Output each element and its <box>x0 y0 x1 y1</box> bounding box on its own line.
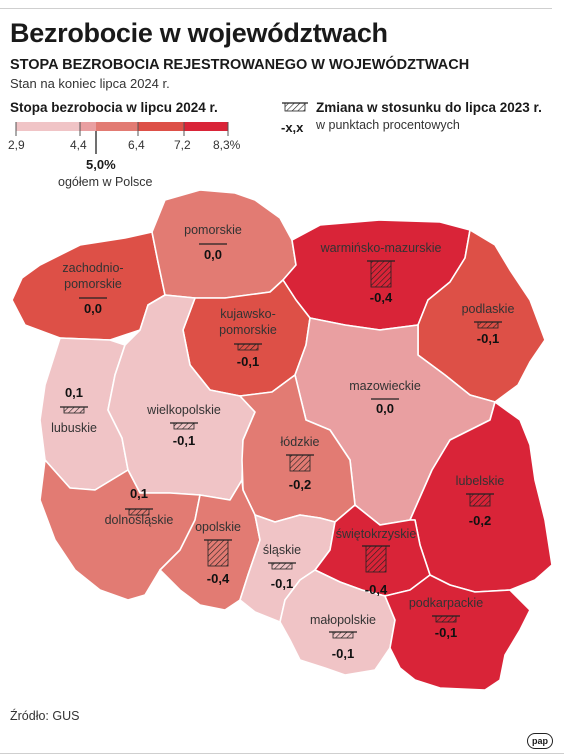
region-15 <box>384 574 531 691</box>
region-name-15: podkarpackie <box>409 596 483 610</box>
change-bar-12 <box>271 562 293 570</box>
region-name-1: pomorskie <box>184 223 242 237</box>
legend-tick-4: 7,2 <box>174 138 191 152</box>
change-bar-5 <box>63 406 85 414</box>
region-name-9: lubelskie <box>456 474 505 488</box>
average-value: 5,0% <box>86 157 116 172</box>
pap-logo: pap <box>527 733 553 749</box>
legend-tick-3: 6,4 <box>128 138 145 152</box>
change-value-11: -0,4 <box>207 571 230 586</box>
subtitle: STOPA BEZROBOCIA REJESTROWANEGO W WOJEWÓ… <box>10 57 470 73</box>
top-rule <box>0 8 552 9</box>
legend-title: Stopa bezrobocia w lipcu 2024 r. <box>10 100 218 115</box>
legend-swatch-2 <box>80 122 96 131</box>
region-name-4: kujawsko- <box>220 307 276 321</box>
change-legend-unit: w punktach procentowych <box>316 118 460 132</box>
change-value-7: 0,0 <box>376 401 394 416</box>
region-name-11: opolskie <box>195 520 241 534</box>
region-name-6: wielkopolskie <box>146 403 221 417</box>
region-name-3: podlaskie <box>462 302 515 316</box>
change-value-4: -0,1 <box>237 354 259 369</box>
region-name-4-line2: pomorskie <box>219 323 277 337</box>
change-bar-13 <box>365 545 387 573</box>
change-value-15: -0,1 <box>435 625 457 640</box>
region-name-0: zachodnio- <box>62 261 123 275</box>
change-value-6: -0,1 <box>173 433 195 448</box>
change-bar-6 <box>173 422 195 430</box>
color-scale-legend: 2,9 4,4 6,4 7,2 8,3% <box>8 122 241 154</box>
legend-swatch-1 <box>16 122 80 131</box>
change-value-2: -0,4 <box>370 290 393 305</box>
region-name-14: małopolskie <box>310 613 376 627</box>
change-legend-bar-icon <box>282 102 308 112</box>
date-note: Stan na koniec lipca 2024 r. <box>10 76 170 91</box>
change-legend-title: Zmiana w stosunku do lipca 2023 r. <box>316 100 542 115</box>
change-value-0: 0,0 <box>84 301 102 316</box>
bottom-rule <box>0 753 564 754</box>
region-name-0-line2: pomorskie <box>64 277 122 291</box>
region-name-7: mazowieckie <box>349 379 421 393</box>
change-value-12: -0,1 <box>271 576 293 591</box>
legend-swatch-5 <box>184 122 228 131</box>
region-name-10: dolnośląskie <box>105 513 174 527</box>
change-bar-14 <box>332 631 354 639</box>
region-name-12: śląskie <box>263 543 301 557</box>
region-name-2: warmińsko-mazurskie <box>320 241 442 255</box>
change-value-5: 0,1 <box>65 385 83 400</box>
page-title: Bezrobocie w województwach <box>10 18 388 48</box>
change-bar-11 <box>207 539 229 567</box>
change-value-3: -0,1 <box>477 331 499 346</box>
change-bar-10 <box>128 508 150 516</box>
change-bar-15 <box>435 615 457 623</box>
change-legend-sample: -x,x <box>281 120 304 135</box>
region-name-8: łódzkie <box>281 435 320 449</box>
legend-tick-1: 2,9 <box>8 138 25 152</box>
legend-swatch-4 <box>138 122 184 131</box>
region-name-13: świętokrzyskie <box>336 527 417 541</box>
change-bar-9 <box>469 493 491 507</box>
change-bar-2 <box>370 260 392 288</box>
change-value-9: -0,2 <box>469 513 491 528</box>
change-value-13: -0,4 <box>365 582 388 597</box>
change-bar-3 <box>477 321 499 329</box>
change-bar-8 <box>289 454 311 472</box>
region-name-5: lubuskie <box>51 421 97 435</box>
legend-tick-5: 8,3% <box>213 138 241 152</box>
change-value-1: 0,0 <box>204 247 222 262</box>
change-value-8: -0,2 <box>289 477 311 492</box>
legend-tick-2: 4,4 <box>70 138 87 152</box>
average-label: ogółem w Polsce <box>58 175 153 189</box>
source-note: Źródło: GUS <box>10 709 80 723</box>
legend-swatch-3 <box>96 122 138 131</box>
change-value-10: 0,1 <box>130 486 148 501</box>
change-value-14: -0,1 <box>332 646 354 661</box>
change-bar-4 <box>237 343 259 351</box>
